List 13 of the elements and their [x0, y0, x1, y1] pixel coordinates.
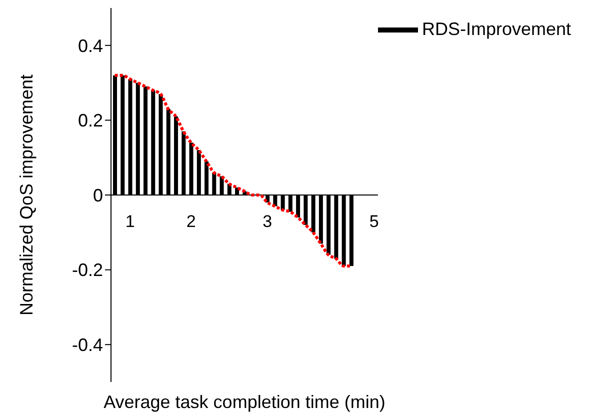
y-tick-label: 0: [92, 185, 103, 206]
x-tick-label: 5: [369, 212, 379, 231]
y-tick-label: 0.4: [78, 36, 103, 56]
line-series: [113, 74, 353, 268]
legend-label: RDS-Improvement: [422, 18, 571, 39]
y-tick-label: 0.2: [78, 110, 103, 131]
x-tick-label: 1: [125, 212, 135, 231]
x-axis-title: Average task completion time (min): [104, 392, 386, 412]
x-tick-label: 3: [262, 212, 272, 231]
y-tick-label: -0.4: [72, 334, 103, 355]
x-tick-label: 2: [186, 212, 196, 231]
y-tick-label: -0.2: [72, 260, 103, 280]
y-axis-title: Normalized QoS improvement: [16, 74, 36, 316]
